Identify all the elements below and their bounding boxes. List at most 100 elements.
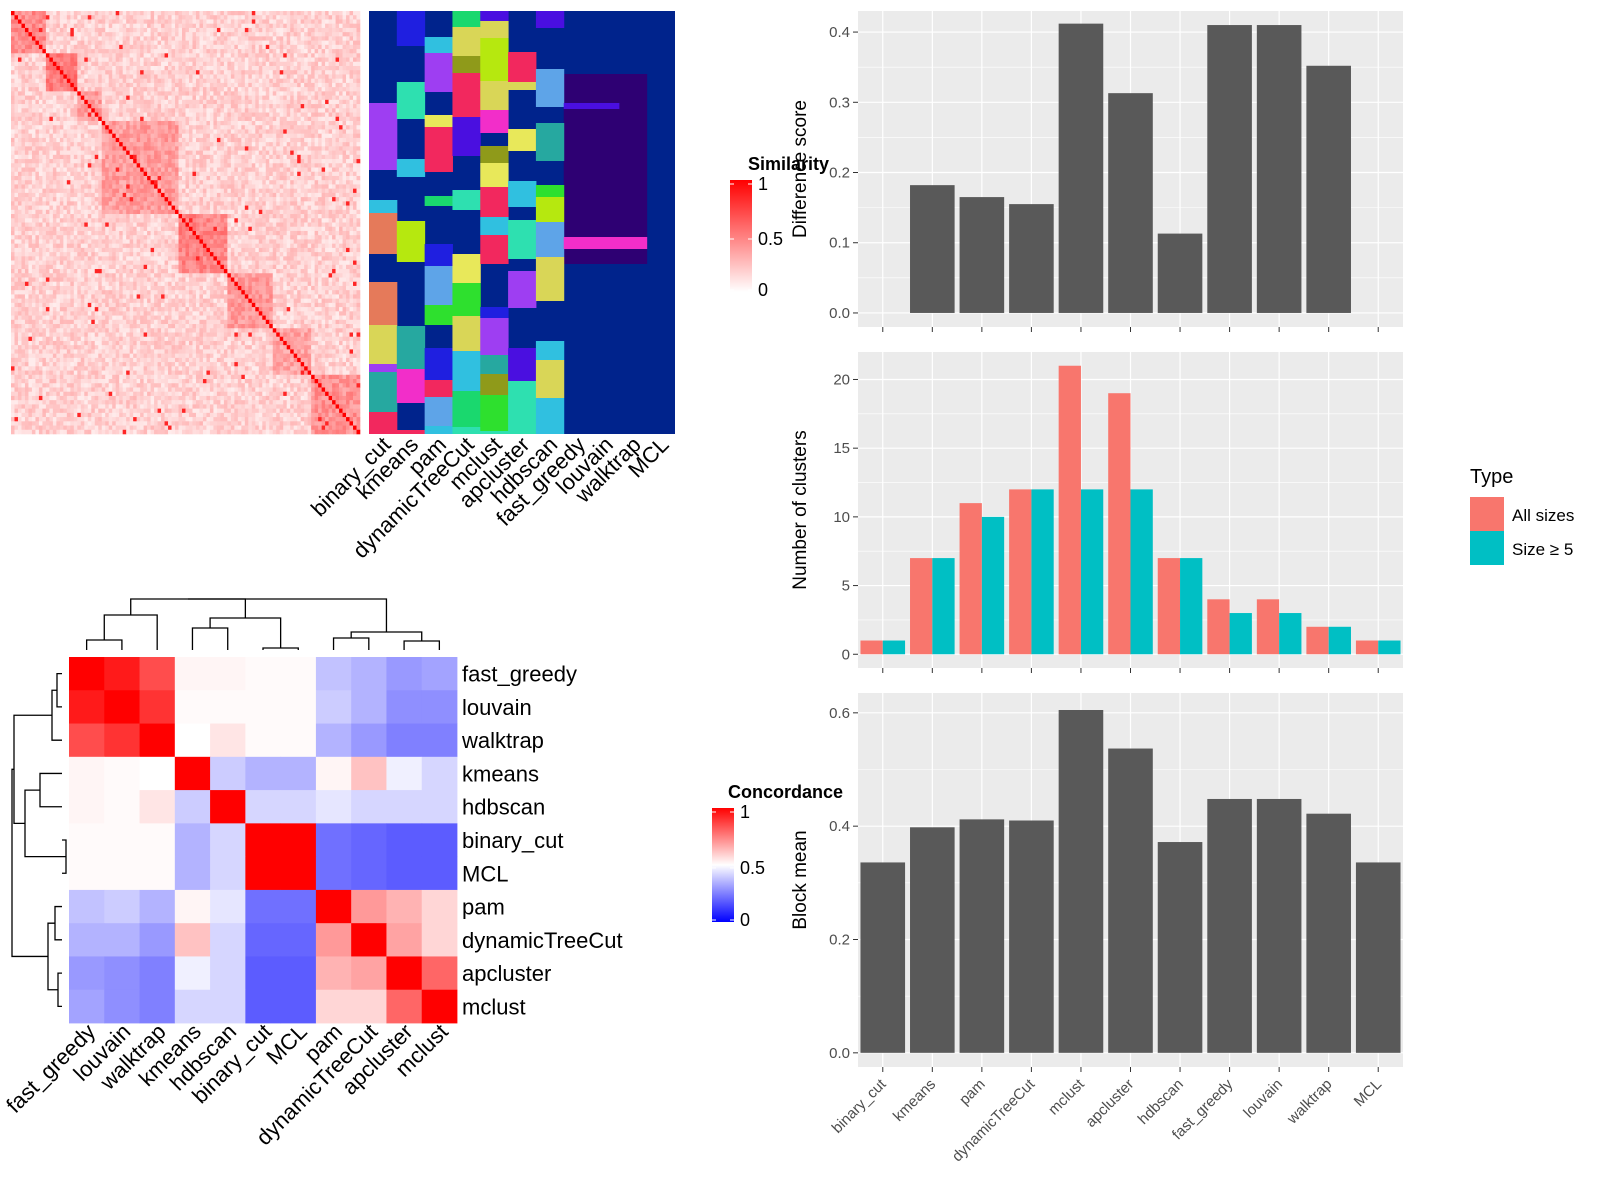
similarity-cell: [66, 116, 71, 122]
similarity-cell: [213, 40, 218, 46]
similarity-cell: [175, 70, 179, 75]
similarity-cell: [175, 142, 179, 147]
similarity-cell: [112, 175, 116, 181]
similarity-cell: [241, 91, 246, 96]
similarity-cell: [335, 108, 340, 113]
similarity-cell: [192, 159, 197, 164]
similarity-cell: [353, 65, 357, 71]
similarity-cell: [286, 61, 291, 67]
similarity-cell: [255, 78, 260, 84]
similarity-cell: [328, 175, 333, 181]
similarity-cell: [213, 91, 218, 96]
similarity-cell: [143, 116, 148, 122]
similarity-cell: [11, 137, 15, 143]
similarity-cell: [108, 159, 113, 164]
similarity-cell: [161, 91, 165, 96]
similarity-cell: [105, 133, 110, 139]
similarity-cell: [321, 15, 326, 20]
similarity-cell: [202, 167, 207, 173]
similarity-cell: [202, 197, 207, 202]
similarity-cell: [241, 142, 246, 147]
similarity-cell: [304, 137, 308, 143]
similarity-cell: [175, 78, 179, 84]
similarity-cell: [213, 142, 218, 147]
similarity-cell: [237, 23, 242, 29]
similarity-cell: [143, 91, 148, 96]
similarity-cell: [21, 53, 26, 58]
similarity-cell: [77, 70, 82, 75]
similarity-cell: [192, 125, 197, 130]
similarity-cell: [63, 53, 68, 58]
similarity-cell: [73, 171, 78, 177]
similarity-cell: [202, 91, 207, 96]
similarity-cell: [276, 53, 281, 58]
similarity-cell: [28, 65, 33, 71]
similarity-cell: [24, 209, 29, 215]
similarity-cell: [157, 184, 162, 189]
similarity-cell: [49, 154, 54, 160]
similarity-cell: [63, 27, 68, 33]
similarity-cell: [105, 150, 110, 156]
similarity-cell: [255, 104, 260, 109]
similarity-cell: [126, 201, 130, 206]
similarity-cell: [126, 53, 130, 58]
similarity-cell: [307, 167, 312, 173]
similarity-cell: [175, 171, 179, 177]
similarity-cell: [66, 82, 71, 88]
similarity-cell: [297, 180, 301, 185]
similarity-cell: [325, 214, 329, 219]
similarity-cell: [136, 23, 141, 29]
similarity-cell: [80, 175, 85, 181]
similarity-cell: [227, 112, 232, 118]
similarity-cell: [63, 218, 68, 223]
similarity-cell: [209, 108, 214, 113]
similarity-cell: [182, 15, 186, 20]
similarity-cell: [262, 197, 267, 202]
similarity-cell: [94, 87, 99, 92]
similarity-cell: [262, 159, 267, 164]
similarity-cell: [73, 53, 78, 58]
similarity-cell: [115, 44, 120, 50]
similarity-cell: [216, 201, 221, 206]
similarity-cell: [258, 192, 263, 198]
similarity-cell: [339, 159, 343, 164]
similarity-cell: [94, 61, 99, 67]
similarity-cell: [248, 19, 253, 24]
similarity-cell: [227, 49, 232, 54]
similarity-cell: [279, 150, 284, 156]
similarity-cell: [223, 201, 228, 206]
similarity-cell: [63, 209, 68, 215]
similarity-cell: [150, 57, 155, 63]
similarity-cell: [209, 167, 214, 173]
similarity-cell: [244, 36, 249, 41]
similarity-cell: [311, 49, 315, 54]
similarity-cell: [279, 188, 284, 194]
similarity-cell: [248, 44, 253, 50]
similarity-cell: [265, 163, 270, 168]
similarity-cell: [140, 150, 144, 156]
similarity-cell: [14, 36, 19, 41]
similarity-cell: [234, 95, 239, 101]
similarity-cell: [56, 99, 61, 105]
similarity-cell: [272, 116, 277, 122]
similarity-cell: [80, 112, 85, 118]
similarity-cell: [24, 146, 29, 151]
similarity-cell: [335, 142, 340, 147]
similarity-cell: [161, 82, 165, 88]
similarity-cell: [105, 36, 110, 41]
similarity-cell: [237, 61, 242, 67]
similarity-cell: [349, 95, 354, 101]
similarity-cell: [216, 36, 221, 41]
similarity-cell: [168, 154, 172, 160]
similarity-cell: [248, 36, 253, 41]
similarity-cell: [321, 82, 326, 88]
similarity-cell: [52, 184, 57, 189]
similarity-cell: [108, 32, 113, 37]
similarity-cell: [108, 188, 113, 194]
similarity-cell: [206, 197, 211, 202]
similarity-cell: [276, 116, 281, 122]
similarity-cell: [168, 125, 172, 130]
similarity-cell: [87, 82, 92, 88]
similarity-cell: [346, 159, 350, 164]
similarity-cell: [56, 129, 61, 134]
